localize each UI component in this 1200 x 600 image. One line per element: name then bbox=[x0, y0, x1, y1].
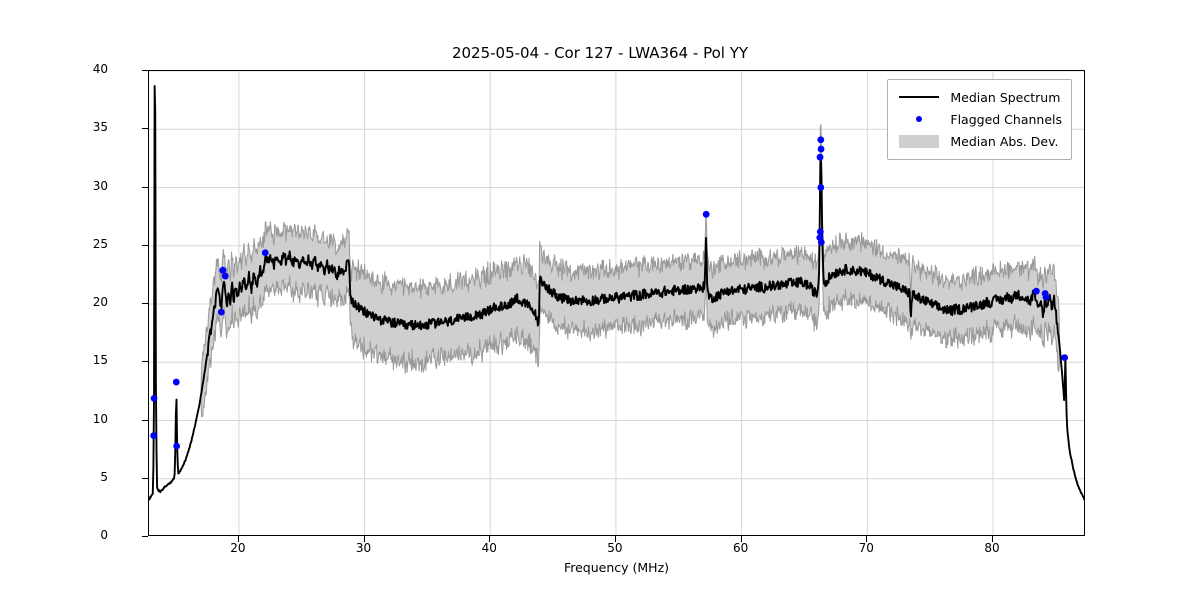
x-tick-mark bbox=[363, 536, 365, 542]
y-tick-mark bbox=[142, 128, 148, 130]
y-tick-mark bbox=[142, 477, 148, 479]
y-tick-label: 40 bbox=[92, 62, 108, 76]
median-spectrum-line bbox=[149, 85, 1084, 501]
y-tick-mark bbox=[142, 361, 148, 363]
y-tick-mark bbox=[142, 244, 148, 246]
legend-label: Flagged Channels bbox=[950, 111, 1062, 127]
flagged-channel-dot bbox=[221, 272, 229, 280]
y-tick-label: 20 bbox=[92, 295, 108, 309]
flagged-channel-dot bbox=[1042, 293, 1050, 301]
flagged-channel-dot bbox=[817, 184, 825, 191]
x-tick-label: 20 bbox=[230, 541, 246, 555]
spectrum-plot bbox=[149, 71, 1084, 535]
x-tick-mark bbox=[991, 536, 993, 542]
legend-item-median-spectrum[interactable]: Median Spectrum bbox=[897, 86, 1062, 108]
flagged-channel-dot bbox=[1032, 287, 1040, 295]
y-tick-mark bbox=[142, 536, 148, 537]
flagged-channel-dot bbox=[816, 153, 824, 161]
y-tick-mark bbox=[142, 419, 148, 421]
x-tick-mark bbox=[866, 536, 868, 542]
band-swatch-icon bbox=[897, 134, 941, 148]
x-tick-label: 70 bbox=[858, 541, 874, 555]
flagged-channel-dot bbox=[150, 394, 158, 402]
x-tick-mark bbox=[237, 536, 239, 542]
y-tick-mark bbox=[142, 70, 148, 71]
flagged-channel-dot bbox=[261, 249, 269, 257]
y-tick-label: 5 bbox=[100, 469, 108, 484]
legend-item-flagged-channels[interactable]: Flagged Channels bbox=[897, 108, 1062, 130]
line-swatch-icon bbox=[897, 96, 941, 98]
legend-label: Median Abs. Dev. bbox=[950, 133, 1059, 149]
x-tick-mark bbox=[489, 536, 491, 542]
x-tick-label: 40 bbox=[481, 541, 497, 555]
x-tick-label: 50 bbox=[607, 541, 623, 555]
legend-label: Median Spectrum bbox=[950, 89, 1061, 105]
legend[interactable]: Median Spectrum Flagged Channels Median … bbox=[887, 79, 1072, 160]
flagged-channel-dot bbox=[1061, 354, 1069, 361]
flagged-channel-dot bbox=[817, 145, 825, 153]
flagged-channel-dot bbox=[217, 308, 225, 316]
flagged-channel-dot bbox=[172, 378, 180, 386]
plot-clip-region bbox=[149, 71, 1084, 535]
x-axis-label: Frequency (MHz) bbox=[563, 560, 670, 575]
y-tick-mark bbox=[142, 186, 148, 188]
y-tick-label: 30 bbox=[92, 178, 108, 193]
x-tick-label: 60 bbox=[732, 541, 749, 555]
y-tick-label: 15 bbox=[92, 353, 108, 368]
flagged-channel-dot bbox=[173, 442, 181, 450]
y-tick-label: 0 bbox=[100, 528, 108, 542]
legend-item-median-abs-dev[interactable]: Median Abs. Dev. bbox=[897, 130, 1062, 152]
x-tick-label: 30 bbox=[355, 541, 372, 555]
y-tick-label: 35 bbox=[92, 120, 108, 135]
flagged-channel-dot bbox=[816, 228, 824, 236]
y-tick-label: 25 bbox=[92, 236, 108, 251]
flagged-channel-dot bbox=[150, 432, 158, 440]
flagged-channel-markers bbox=[150, 136, 1069, 450]
flagged-channel-dot bbox=[817, 238, 825, 246]
y-tick-mark bbox=[142, 303, 148, 304]
dot-swatch-icon bbox=[897, 116, 941, 122]
y-tick-label: 10 bbox=[92, 411, 108, 426]
plot-axes: Median Spectrum Flagged Channels Median … bbox=[148, 70, 1085, 536]
page-title: 2025-05-04 - Cor 127 - LWA364 - Pol YY bbox=[451, 44, 749, 62]
x-tick-label: 80 bbox=[984, 541, 1000, 555]
flagged-channel-dot bbox=[702, 210, 710, 218]
flagged-channel-dot bbox=[817, 136, 825, 144]
flagged-channel-dot bbox=[219, 266, 227, 274]
mad-band-edge bbox=[149, 85, 1084, 500]
x-tick-mark bbox=[740, 536, 742, 542]
x-tick-mark bbox=[614, 536, 616, 542]
